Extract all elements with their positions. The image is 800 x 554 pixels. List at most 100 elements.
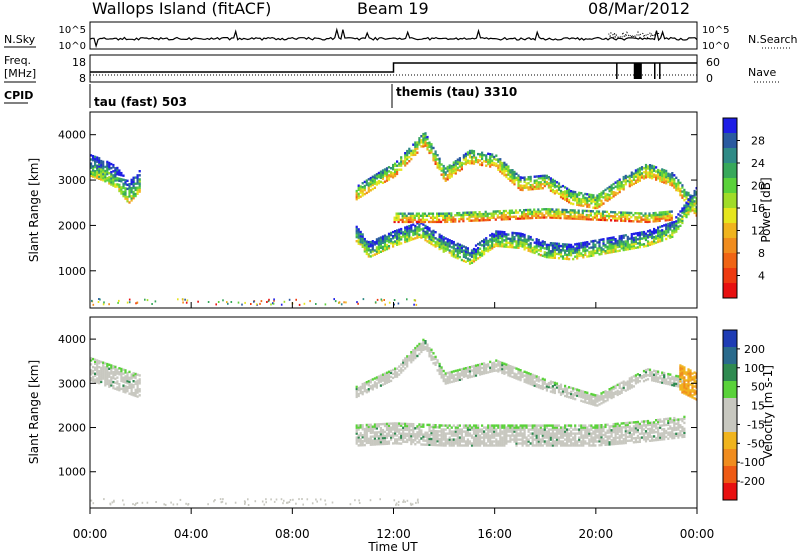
range-cell bbox=[454, 442, 457, 445]
range-cell bbox=[94, 161, 97, 165]
range-cell bbox=[693, 192, 696, 195]
range-cell bbox=[638, 237, 641, 241]
range-cell bbox=[505, 367, 508, 370]
range-cell bbox=[357, 240, 360, 243]
range-cell bbox=[566, 389, 569, 392]
range-cell bbox=[543, 216, 546, 219]
range-cell bbox=[185, 301, 188, 304]
range-cell bbox=[468, 370, 472, 373]
range-cell bbox=[519, 376, 522, 380]
range-cell bbox=[551, 180, 554, 183]
range-cell bbox=[648, 166, 652, 169]
range-cell bbox=[422, 423, 425, 426]
range-cell bbox=[430, 230, 433, 233]
range-cell bbox=[476, 215, 479, 218]
range-cell bbox=[430, 242, 433, 246]
range-cell bbox=[519, 240, 522, 243]
range-cell bbox=[108, 176, 111, 179]
range-cell bbox=[110, 177, 113, 180]
range-cell bbox=[559, 430, 563, 433]
range-cell bbox=[655, 176, 658, 179]
range-cell bbox=[553, 212, 556, 215]
range-cell bbox=[580, 198, 583, 201]
range-cell bbox=[671, 225, 674, 228]
range-cell bbox=[420, 346, 423, 350]
range-cell bbox=[638, 212, 641, 215]
range-cell bbox=[98, 169, 101, 172]
range-cell bbox=[547, 212, 550, 215]
range-cell bbox=[638, 235, 641, 239]
range-cell bbox=[539, 438, 542, 441]
range-cell bbox=[477, 432, 480, 435]
noise-right-tick-bottom: 10^0 bbox=[702, 41, 729, 52]
range-cell bbox=[98, 165, 101, 168]
range-cell bbox=[385, 424, 389, 427]
range-cell bbox=[648, 172, 652, 175]
range-cell bbox=[481, 153, 484, 156]
range-cell bbox=[487, 426, 490, 429]
range-cell bbox=[92, 365, 95, 369]
range-cell bbox=[618, 237, 621, 240]
range-cell bbox=[448, 172, 451, 175]
range-cell bbox=[98, 379, 101, 383]
range-cell bbox=[134, 372, 137, 376]
range-cell bbox=[695, 197, 697, 200]
range-cell bbox=[580, 389, 583, 393]
range-cell bbox=[663, 171, 666, 174]
range-cell bbox=[394, 367, 397, 370]
range-cell bbox=[499, 160, 502, 163]
range-cell bbox=[499, 436, 502, 439]
range-cell bbox=[491, 232, 494, 236]
range-cell bbox=[576, 199, 579, 202]
range-cell bbox=[663, 175, 666, 178]
range-cell bbox=[483, 372, 486, 375]
range-cell bbox=[596, 194, 599, 197]
range-cell bbox=[108, 375, 111, 378]
range-cell bbox=[565, 208, 568, 212]
range-cell bbox=[412, 435, 415, 438]
range-cell bbox=[551, 432, 554, 435]
range-cell bbox=[626, 386, 629, 389]
range-cell bbox=[545, 444, 548, 447]
range-cell bbox=[452, 220, 455, 223]
range-cell bbox=[283, 300, 286, 303]
range-cell bbox=[646, 240, 650, 243]
range-cell bbox=[657, 238, 660, 242]
range-cell bbox=[572, 198, 575, 202]
range-cell bbox=[517, 184, 520, 187]
range-cell bbox=[424, 236, 427, 240]
range-cell bbox=[523, 436, 526, 439]
range-cell bbox=[442, 177, 445, 180]
range-cell bbox=[491, 155, 494, 158]
range-cell bbox=[543, 174, 546, 177]
range-cell bbox=[108, 385, 111, 388]
range-cell bbox=[367, 253, 370, 256]
range-cell bbox=[509, 436, 512, 439]
range-cell bbox=[574, 436, 577, 439]
range-cell bbox=[583, 217, 586, 221]
range-cell bbox=[539, 253, 542, 257]
range-cell bbox=[363, 250, 366, 253]
range-cell bbox=[632, 176, 635, 179]
range-cell bbox=[381, 177, 385, 180]
range-cell bbox=[578, 430, 581, 433]
range-cell bbox=[438, 235, 441, 238]
range-cell bbox=[371, 384, 374, 387]
range-cell bbox=[497, 444, 500, 447]
range-cell bbox=[468, 215, 471, 218]
range-cell bbox=[503, 243, 506, 246]
range-cell bbox=[470, 155, 474, 159]
range-cell bbox=[566, 430, 569, 433]
range-cell bbox=[387, 234, 391, 238]
range-cell bbox=[448, 218, 451, 221]
range-cell bbox=[539, 185, 542, 188]
range-cell bbox=[464, 375, 467, 378]
range-cell bbox=[545, 387, 548, 390]
range-cell bbox=[468, 252, 472, 255]
range-cell bbox=[136, 190, 139, 193]
range-cell bbox=[418, 348, 421, 352]
range-cell bbox=[561, 436, 565, 439]
range-cell bbox=[624, 383, 627, 386]
range-cell bbox=[446, 174, 449, 177]
range-cell bbox=[590, 426, 593, 429]
